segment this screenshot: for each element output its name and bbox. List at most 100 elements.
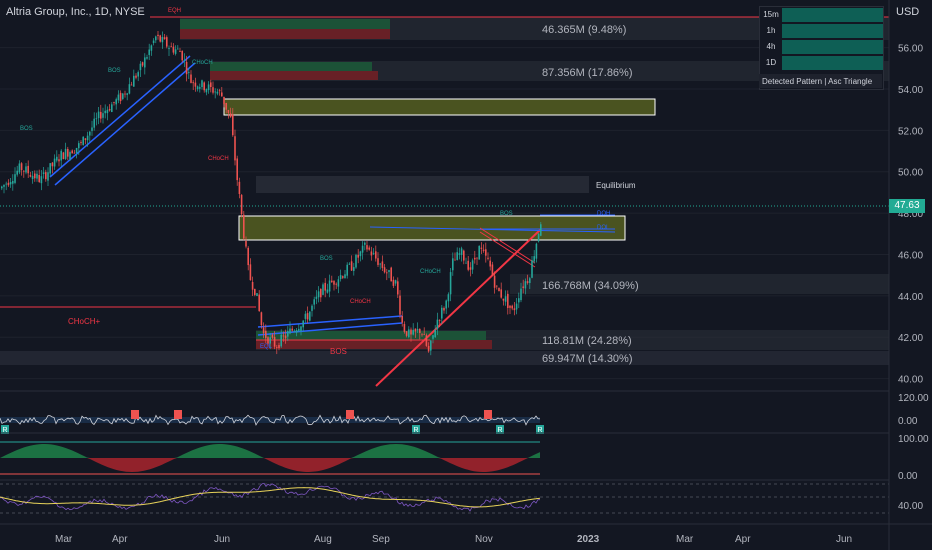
candle-body xyxy=(179,51,181,53)
candle-body xyxy=(302,320,304,328)
candle-body xyxy=(183,60,186,62)
y-tick-5: 46.00 xyxy=(898,250,923,261)
candle-body xyxy=(304,313,307,319)
candle-body xyxy=(172,46,175,53)
candle-body xyxy=(366,245,368,250)
candle-body xyxy=(210,82,212,88)
candle-body xyxy=(223,96,225,105)
candle-body xyxy=(205,89,208,93)
candle-body xyxy=(247,247,249,266)
candle-body xyxy=(1,186,3,189)
candle-body xyxy=(421,334,423,336)
candle-body xyxy=(412,329,414,335)
candle-body xyxy=(7,182,10,186)
vp-label-3: 166.768M (34.09%) xyxy=(542,280,639,292)
supply-zone-red-top xyxy=(180,29,390,39)
candle-body xyxy=(469,267,472,270)
candle-body xyxy=(460,248,463,255)
candle-body xyxy=(71,150,73,154)
candle-body xyxy=(405,331,408,336)
candle-body xyxy=(394,280,397,284)
candle-body xyxy=(86,135,89,141)
x-tick-jun: Jun xyxy=(214,534,230,545)
signal-marker-label: R xyxy=(414,427,419,434)
y-tick-7: 42.00 xyxy=(898,333,923,344)
candle-body xyxy=(489,260,491,267)
candle-body xyxy=(122,93,124,100)
candle-body xyxy=(141,62,144,66)
candle-body xyxy=(392,279,395,286)
tf-label: 4h xyxy=(766,42,776,51)
candle-body xyxy=(273,336,276,347)
candle-body xyxy=(201,80,203,88)
tf-label: 1h xyxy=(766,26,776,35)
candle-body xyxy=(379,263,381,265)
candle-body xyxy=(84,138,87,140)
candle-body xyxy=(434,330,436,338)
candle-body xyxy=(531,260,533,278)
y-tick-1: 54.00 xyxy=(898,85,923,96)
candle-body xyxy=(350,261,353,271)
candle-body xyxy=(130,84,133,86)
candle-body xyxy=(476,257,478,259)
signal-marker-label: R xyxy=(3,427,8,434)
x-tick-mar: Mar xyxy=(55,534,73,545)
y-tick-6: 44.00 xyxy=(898,292,923,303)
candle-body xyxy=(155,36,157,41)
discount-zone xyxy=(0,351,889,365)
tf-label: 1D xyxy=(765,58,777,67)
y-tick-8: 40.00 xyxy=(898,375,923,386)
y-tick-3: 50.00 xyxy=(898,168,923,179)
candle-body xyxy=(148,49,150,55)
supply-zone-green-top xyxy=(180,19,390,29)
candle-body xyxy=(166,37,168,47)
candle-body xyxy=(67,148,69,157)
candle-body xyxy=(359,251,362,257)
osc3-tick-40: 40.00 xyxy=(898,501,923,512)
y-tick-2: 52.00 xyxy=(898,126,923,137)
last-price-tag: 47.63 xyxy=(889,199,925,213)
candle-body xyxy=(34,173,36,179)
candle-body xyxy=(298,328,300,331)
candle-body xyxy=(238,181,241,194)
candle-body xyxy=(335,283,337,285)
candle-body xyxy=(337,279,340,287)
label-bos-red: BOS xyxy=(330,347,347,356)
candle-body xyxy=(126,93,128,95)
candle-body xyxy=(515,303,518,310)
oscillator-3-pane: 40.00 xyxy=(0,479,923,514)
y-tick-4: 48.00 xyxy=(898,209,923,220)
candle-body xyxy=(293,330,296,332)
candle-body xyxy=(245,240,247,247)
candle-body xyxy=(315,296,318,299)
osc2-green-fill xyxy=(0,444,540,458)
currency-label[interactable]: USD xyxy=(896,6,920,18)
candle-body xyxy=(346,264,348,276)
label-eqh: EQH xyxy=(168,8,181,14)
candle-body xyxy=(410,329,412,335)
vp-zone-4-red xyxy=(256,340,492,349)
candle-body xyxy=(535,243,538,259)
candle-body xyxy=(51,162,54,167)
candle-body xyxy=(170,46,172,48)
rising-channel-lower xyxy=(54,62,196,186)
candle-body xyxy=(188,72,190,73)
candle-body xyxy=(309,311,311,321)
candle-body xyxy=(161,36,164,43)
flat-channel-upper xyxy=(257,315,403,328)
label-equilibrium: Equilibrium xyxy=(596,181,636,190)
candle-body xyxy=(324,282,326,291)
candle-body xyxy=(540,224,542,236)
candle-body xyxy=(102,113,104,118)
candle-body xyxy=(135,75,137,78)
tf-row-1h: 1h xyxy=(760,23,883,39)
candle-body xyxy=(269,337,271,344)
candle-body xyxy=(194,82,197,87)
vp-label-4: 118.81M (24.28%) xyxy=(542,335,632,347)
candle-body xyxy=(397,281,399,295)
candle-body xyxy=(320,288,322,298)
price-axis[interactable]: 56.00 54.00 52.00 50.00 48.00 46.00 44.00 42.00… xyxy=(898,44,923,386)
candle-body xyxy=(207,84,210,91)
